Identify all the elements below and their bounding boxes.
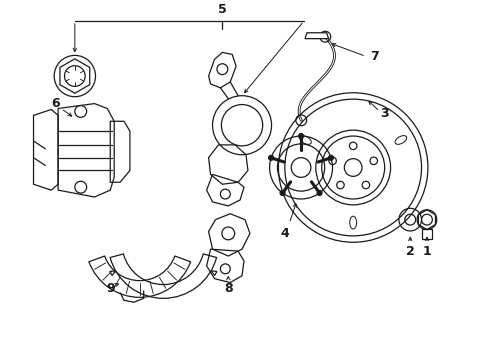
Circle shape bbox=[268, 155, 273, 160]
Circle shape bbox=[280, 190, 285, 195]
Text: 5: 5 bbox=[218, 3, 226, 16]
Polygon shape bbox=[305, 33, 328, 39]
Text: 9: 9 bbox=[106, 282, 114, 295]
Text: 8: 8 bbox=[224, 282, 232, 295]
Circle shape bbox=[328, 155, 333, 160]
Text: 4: 4 bbox=[280, 227, 288, 240]
Circle shape bbox=[298, 134, 303, 139]
Circle shape bbox=[316, 190, 322, 195]
Text: 1: 1 bbox=[422, 244, 430, 258]
Text: 7: 7 bbox=[369, 50, 378, 63]
Text: 2: 2 bbox=[405, 244, 414, 258]
Text: 3: 3 bbox=[379, 107, 387, 120]
Text: 6: 6 bbox=[51, 97, 60, 110]
